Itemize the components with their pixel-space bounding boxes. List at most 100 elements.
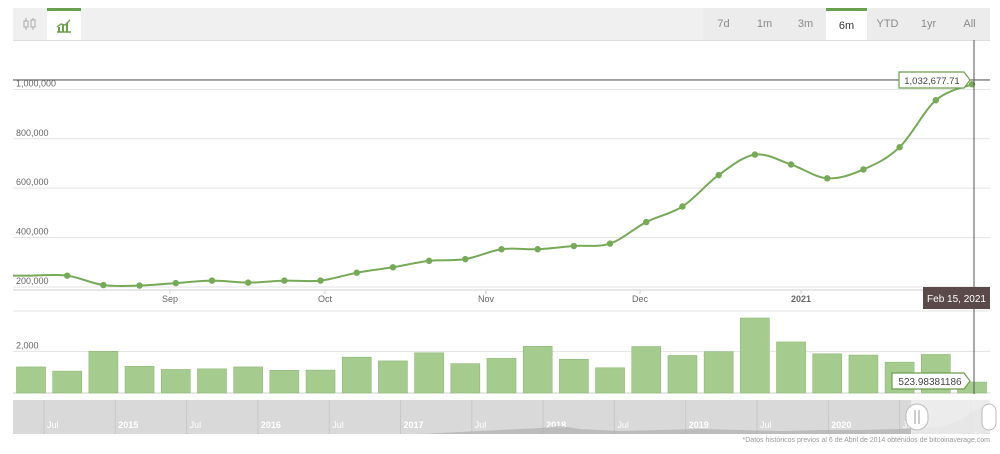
price-point xyxy=(317,277,324,284)
price-point xyxy=(136,282,143,289)
volume-bars xyxy=(16,317,987,394)
navigator-tick-label: Jul xyxy=(332,420,344,430)
volume-bar xyxy=(305,369,336,394)
price-point xyxy=(534,246,541,253)
navigator[interactable]: Jul 2015 Jul 2016 Jul 2017 Jul 2018 Jul 2019 Jul 20… xyxy=(13,400,997,434)
price-point xyxy=(860,166,867,173)
price-point xyxy=(932,97,940,104)
navigator-tick-label: Jul xyxy=(760,420,772,430)
price-y-axis: 200,000 400,000 600,000 800,000 1,000,000 xyxy=(16,78,56,286)
volume-bar xyxy=(559,358,589,394)
price-point xyxy=(172,279,179,287)
volume-bar xyxy=(450,363,481,394)
navigator-tick-label: Jul xyxy=(190,420,202,430)
price-grid xyxy=(13,79,990,291)
volume-bar xyxy=(341,356,372,394)
price-point xyxy=(498,246,505,253)
volume-y-tick-label: 2,000 xyxy=(16,340,39,350)
price-point xyxy=(281,277,288,284)
navigator-handle-left[interactable] xyxy=(905,403,929,431)
date-badge: Feb 15, 2021 xyxy=(923,287,990,309)
volume-bar xyxy=(197,368,227,394)
volume-bar xyxy=(378,360,408,394)
price-tooltip: 1,032,677.71 xyxy=(898,71,971,89)
price-points xyxy=(63,81,976,289)
navigator-ticks: Jul 2015 Jul 2016 Jul 2017 Jul 2018 Jul 2019 Jul 20… xyxy=(43,400,979,434)
range-7d-button[interactable]: 7d xyxy=(703,8,744,40)
volume-bar xyxy=(486,358,517,394)
volume-bar xyxy=(631,346,662,394)
navigator-tick-label: Jul xyxy=(47,420,59,430)
price-y-tick-label: 1,000,000 xyxy=(16,78,56,88)
navigator-tick-label: 2018 xyxy=(546,420,566,430)
range-all-button[interactable]: All xyxy=(949,8,990,40)
price-point xyxy=(353,269,360,276)
price-x-tick-label: 2021 xyxy=(791,294,811,304)
navigator-tick-label: 2015 xyxy=(118,420,138,430)
price-point xyxy=(787,161,795,168)
volume-bar xyxy=(124,366,155,394)
price-x-tick-label: Dec xyxy=(632,294,649,304)
price-point xyxy=(100,281,107,289)
navigator-tick-label: 2019 xyxy=(689,420,709,430)
range-6m-button[interactable]: 6m xyxy=(826,8,867,40)
line-chart-icon xyxy=(56,19,71,33)
range-selector: 7d 1m 3m 6m YTD 1yr All xyxy=(703,8,990,40)
price-point xyxy=(244,279,252,286)
price-x-tick-label: Sep xyxy=(162,294,178,304)
chart-toolbar: 7d 1m 3m 6m YTD 1yr All xyxy=(13,8,990,41)
volume-bar xyxy=(776,341,806,394)
volume-bar xyxy=(522,346,553,394)
navigator-tick-label: Jul xyxy=(617,420,629,430)
candlestick-icon xyxy=(23,18,36,30)
price-point xyxy=(570,242,578,250)
volume-bar xyxy=(52,370,82,394)
volume-bar xyxy=(233,366,263,394)
navigator-tick-label: Jul xyxy=(475,420,487,430)
navigator-tick-label: 2016 xyxy=(261,420,281,430)
volume-tooltip-label: 523.98381186 xyxy=(898,377,962,388)
range-3m-button[interactable]: 3m xyxy=(785,8,826,40)
volume-bar xyxy=(703,351,734,394)
volume-bar xyxy=(414,352,444,394)
range-1m-button[interactable]: 1m xyxy=(744,8,785,40)
date-badge-label: Feb 15, 2021 xyxy=(927,294,986,305)
price-point xyxy=(643,218,650,226)
price-point xyxy=(462,255,469,263)
range-1yr-button[interactable]: 1yr xyxy=(908,8,949,40)
price-line xyxy=(13,83,973,288)
price-y-tick-label: 200,000 xyxy=(16,276,49,286)
volume-tooltip: 523.98381186 xyxy=(891,372,971,390)
navigator-handle-right[interactable] xyxy=(981,403,997,431)
price-point xyxy=(824,175,831,182)
price-x-axis: Sep Oct Nov Dec 2021 xyxy=(162,290,811,304)
price-point xyxy=(715,171,722,179)
price-y-tick-label: 400,000 xyxy=(16,227,49,237)
price-x-tick-label: Nov xyxy=(478,294,495,304)
price-tooltip-label: 1,032,677.71 xyxy=(904,76,959,87)
candlestick-chart-button[interactable] xyxy=(13,8,47,40)
navigator-series xyxy=(420,404,990,434)
price-x-tick-label: Oct xyxy=(318,294,333,304)
price-point xyxy=(606,240,614,247)
footnote: *Datos históricos previos al 6 de Abril … xyxy=(742,437,990,444)
volume-bar xyxy=(740,317,770,394)
volume-bar xyxy=(269,369,300,394)
volume-bar xyxy=(88,351,119,394)
volume-bar xyxy=(667,355,698,394)
price-point xyxy=(389,264,397,271)
range-ytd-button[interactable]: YTD xyxy=(867,8,908,40)
price-y-tick-label: 800,000 xyxy=(16,128,49,138)
line-chart-button[interactable] xyxy=(47,8,81,40)
volume-bar xyxy=(848,354,879,394)
navigator-tick-label: 2017 xyxy=(404,420,424,430)
navigator-tick-label: 2020 xyxy=(831,420,851,430)
price-point xyxy=(425,257,433,265)
volume-bar xyxy=(160,369,191,394)
price-point xyxy=(208,277,216,284)
price-point xyxy=(63,272,71,279)
price-y-tick-label: 600,000 xyxy=(16,177,49,187)
volume-bar xyxy=(812,353,843,394)
price-point xyxy=(679,203,686,210)
